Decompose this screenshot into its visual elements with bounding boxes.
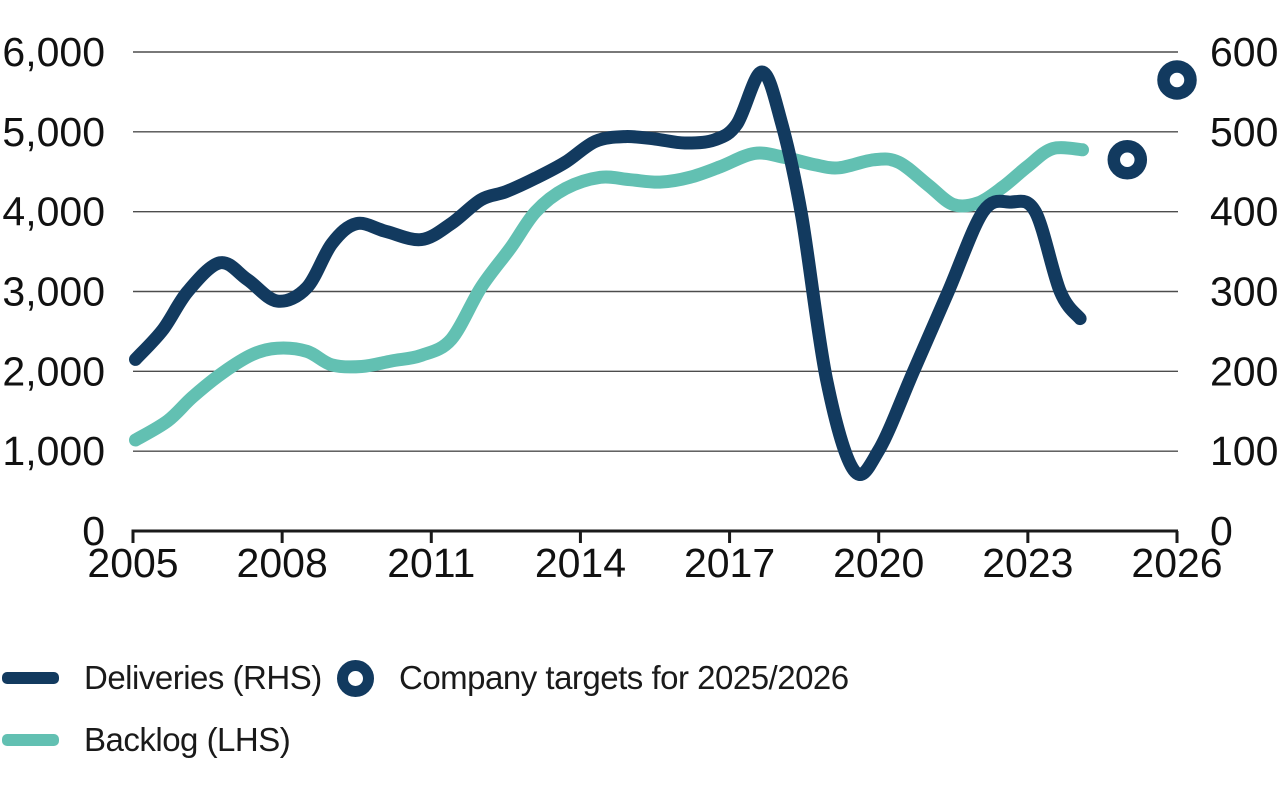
y-axis-label-right: 600	[1210, 29, 1278, 75]
x-axis-label: 2023	[982, 540, 1073, 586]
y-axis-label-left: 2,000	[2, 348, 105, 394]
x-axis-label: 2017	[684, 540, 775, 586]
y-axis-label-left: 1,000	[2, 428, 105, 474]
company-targets-for-2025-2026-marker	[1107, 140, 1148, 180]
y-axis-label-right: 400	[1210, 189, 1278, 235]
legend-label-deliveries: Deliveries (RHS)	[84, 659, 322, 696]
legend-item-deliveries: Deliveries (RHS)	[2, 658, 322, 698]
y-axis-label-left: 4,000	[2, 189, 105, 235]
company-targets-for-2025-2026-marker	[1157, 60, 1197, 100]
y-axis-label-left: 5,000	[2, 109, 105, 155]
x-axis-label: 2011	[387, 540, 475, 586]
y-axis-label-right: 200	[1210, 348, 1278, 394]
backlog-line-swatch	[2, 734, 59, 746]
x-axis-label: 2020	[833, 540, 924, 586]
legend-item-backlog: Backlog (LHS)	[2, 720, 291, 760]
dual-axis-line-chart: 0 1,000 2,000 3,000 4,000 5,000 6,000 0 100 200 30…	[2, 29, 1278, 586]
y-axis-label-left: 0	[82, 508, 105, 554]
y-axis-label-left: 3,000	[2, 269, 105, 315]
y-axis-label-right: 500	[1210, 109, 1278, 155]
deliveries-line-swatch	[2, 672, 59, 684]
legend-label-backlog: Backlog (LHS)	[84, 721, 291, 758]
x-axis-label: 2026	[1131, 540, 1222, 586]
x-axis-label: 2008	[237, 540, 328, 586]
legend-label-company-targets: Company targets for 2025/2026	[399, 659, 849, 696]
legend-item-company-targets: Company targets for 2025/2026	[337, 658, 849, 698]
deliveries-rhs-line	[129, 65, 1087, 481]
y-axis-label-left: 6,000	[2, 29, 105, 75]
x-axis-label: 2005	[87, 540, 178, 586]
x-axis-label: 2014	[535, 540, 626, 586]
y-axis-label-right: 0	[1210, 508, 1233, 554]
target-ring-swatch	[337, 659, 374, 697]
y-axis-label-right: 300	[1210, 269, 1278, 315]
y-axis-label-right: 100	[1210, 428, 1278, 474]
backlog-lhs-line	[129, 141, 1089, 447]
